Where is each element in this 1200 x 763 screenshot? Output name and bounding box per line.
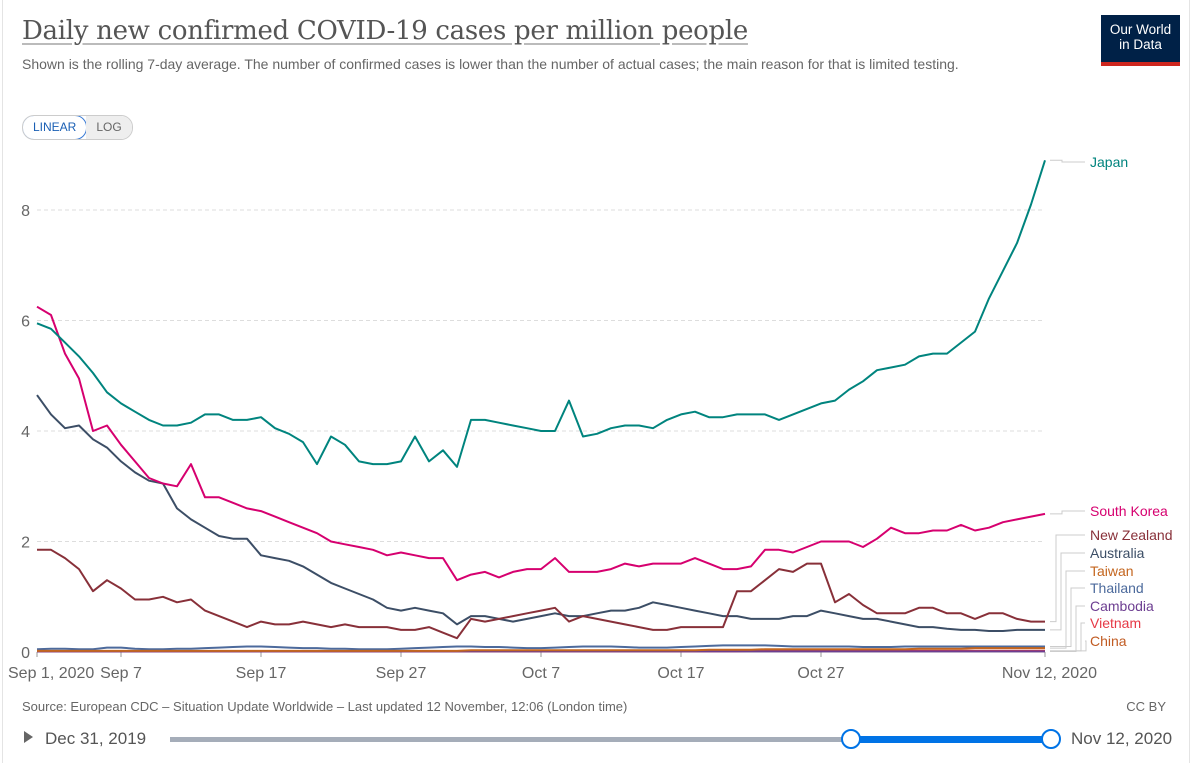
legend-connector [1050, 534, 1085, 623]
series-line-thailand [36, 644, 1045, 651]
y-tick-label: 4 [21, 424, 30, 441]
legend-label-cambodia: Cambodia [1090, 598, 1154, 614]
y-tick-label: 6 [21, 314, 30, 331]
logo-line-1: Our World [1109, 22, 1172, 37]
x-tick-label: Nov 12, 2020 [1002, 665, 1097, 682]
timeline-end-handle[interactable] [1041, 729, 1061, 749]
legend-connector [1050, 570, 1085, 649]
chart-title[interactable]: Daily new confirmed COVID-19 cases per m… [22, 16, 748, 46]
owid-logo[interactable]: Our World in Data [1101, 15, 1180, 66]
chart-subtitle: Shown is the rolling 7-day average. The … [22, 56, 959, 72]
series-line-australia [36, 394, 1045, 632]
legend-connector [1050, 605, 1085, 652]
y-tick-label: 0 [21, 645, 30, 662]
y-tick-label: 8 [21, 203, 30, 220]
legend-label-china: China [1090, 633, 1127, 649]
x-tick-label: Oct 27 [797, 665, 844, 682]
legend-connector [1050, 552, 1085, 631]
linear-scale-button[interactable]: LINEAR [22, 116, 88, 139]
legend-label-taiwan: Taiwan [1090, 563, 1134, 579]
timeline-selected-range [850, 736, 1050, 743]
timeline-track[interactable] [170, 737, 1050, 742]
timeline-start-label: Dec 31, 2019 [45, 729, 147, 748]
legend-connector [1050, 640, 1087, 652]
series-line-new-zealand [37, 548, 1045, 640]
license-link[interactable]: CC BY [1126, 699, 1166, 714]
logo-bar [1101, 62, 1180, 66]
logo-line-2: in Data [1119, 37, 1162, 52]
x-tick-label: Sep 27 [376, 665, 427, 682]
scale-toggle: LINEAR LOG [22, 115, 133, 140]
legend-label-thailand: Thailand [1090, 580, 1144, 596]
legend-label-new-zealand: New Zealand [1090, 527, 1173, 543]
legend-label-vietnam: Vietnam [1090, 615, 1141, 631]
series-line-taiwan [37, 647, 1045, 652]
series-line-south-korea [36, 305, 1046, 582]
play-icon[interactable] [24, 731, 33, 743]
x-tick-label: Sep 7 [100, 665, 142, 682]
legend-connector [1050, 159, 1085, 163]
log-scale-button[interactable]: LOG [86, 116, 132, 139]
x-tick-label: Sep 1, 2020 [8, 665, 94, 682]
legend-label-south-korea: South Korea [1090, 503, 1168, 519]
y-tick-label: 2 [21, 535, 30, 552]
x-tick-label: Oct 17 [657, 665, 704, 682]
timeline-start-handle[interactable] [841, 729, 861, 749]
legend-label-japan: Japan [1090, 154, 1128, 170]
timeline-end-label: Nov 12, 2020 [1071, 729, 1173, 748]
x-tick-label: Sep 17 [236, 665, 287, 682]
series-line-japan [36, 159, 1046, 468]
legend-label-australia: Australia [1090, 545, 1145, 561]
source-note[interactable]: Source: European CDC – Situation Update … [22, 699, 628, 714]
legend-connector [1050, 587, 1085, 647]
x-tick-label: Oct 7 [522, 665, 560, 682]
legend-connector [1050, 510, 1085, 515]
